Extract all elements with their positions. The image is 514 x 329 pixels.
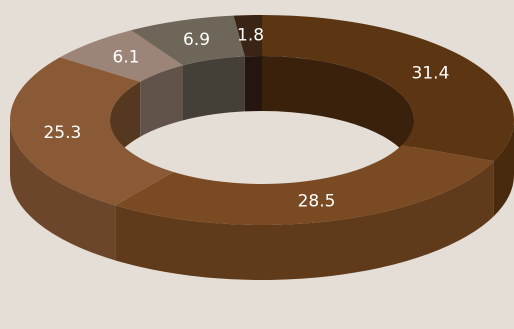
- donut-outer-walls: [10, 120, 514, 280]
- slice-value-label: 1.8: [237, 26, 264, 46]
- slice-value-label: 28.5: [298, 191, 336, 211]
- donut-inner-wall: [182, 56, 245, 121]
- donut-inner-wall: [262, 56, 414, 175]
- donut-outer-wall: [493, 120, 514, 217]
- donut-labels: 31.4 28.5 25.3 6.1 6.9 1.8: [43, 26, 449, 212]
- slice-value-label: 6.1: [113, 48, 140, 68]
- donut-slice: [10, 57, 174, 206]
- slice-value-label: 6.9: [183, 30, 210, 50]
- slice-value-label: 25.3: [43, 123, 81, 143]
- donut-slice: [233, 15, 262, 57]
- donut-slice: [115, 145, 494, 225]
- slice-value-label: 31.4: [412, 63, 450, 83]
- donut-slice: [262, 15, 514, 162]
- donut-outer-wall: [10, 120, 116, 261]
- donut-slice: [60, 30, 183, 82]
- donut-slice: [131, 15, 245, 66]
- donut-outer-wall: [115, 161, 494, 280]
- donut-inner-wall: [140, 65, 183, 137]
- donut-inner-wall: [244, 56, 262, 112]
- donut-top-faces: [10, 15, 514, 225]
